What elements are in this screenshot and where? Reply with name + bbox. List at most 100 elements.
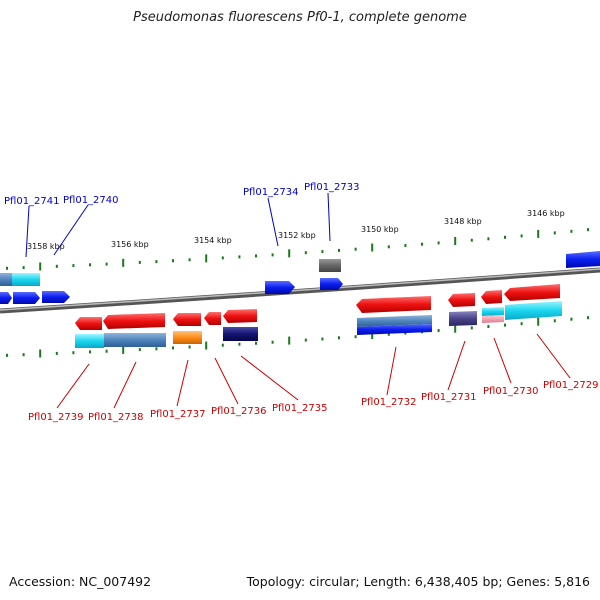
major-tick <box>371 243 374 252</box>
minor-tick <box>221 343 224 347</box>
topology-text: Topology: circular; Length: 6,438,405 bp… <box>246 574 590 589</box>
gene-arrow-reverse[interactable] <box>356 296 431 313</box>
minor-tick <box>172 346 174 350</box>
gene-feature[interactable] <box>449 311 477 326</box>
gene-arrow-forward[interactable] <box>0 292 12 304</box>
minor-tick <box>188 345 191 349</box>
scale-label: 3150 kbp <box>361 225 399 234</box>
minor-tick <box>304 338 307 342</box>
minor-tick <box>504 323 506 327</box>
gene-arrow-forward[interactable] <box>13 292 40 304</box>
minor-tick <box>255 341 257 345</box>
minor-tick <box>570 317 573 321</box>
gene-label-forward[interactable]: Pfl01_2733 <box>304 182 360 193</box>
gene-feature[interactable] <box>505 301 562 320</box>
gene-arrow-reverse[interactable] <box>504 284 560 301</box>
minor-tick <box>321 337 324 341</box>
major-tick <box>39 262 42 271</box>
minor-tick <box>304 251 307 255</box>
minor-tick <box>138 348 141 352</box>
minor-tick <box>387 245 390 249</box>
major-tick <box>205 341 208 350</box>
minor-tick <box>22 353 25 357</box>
gene-feature[interactable] <box>319 259 341 272</box>
reverse-label-leaders <box>56 333 571 409</box>
minor-tick <box>89 350 91 354</box>
gene-arrow-forward[interactable] <box>42 291 70 303</box>
minor-tick <box>238 342 241 346</box>
gene-arrow-reverse[interactable] <box>103 313 165 329</box>
major-tick <box>122 258 125 267</box>
scale-label: 3152 kbp <box>278 231 316 240</box>
minor-tick <box>437 241 440 245</box>
gene-feature[interactable] <box>75 334 104 348</box>
gene-label-reverse[interactable]: Pfl01_2731 <box>421 392 477 403</box>
genome-title: Pseudomonas fluorescens Pf0-1, complete … <box>133 10 467 25</box>
gene-feature[interactable] <box>0 273 12 286</box>
minor-tick <box>155 347 158 351</box>
minor-tick <box>238 255 241 259</box>
gene-feature[interactable] <box>104 333 166 347</box>
minor-tick <box>321 250 324 254</box>
minor-tick <box>570 229 573 233</box>
gene-feature[interactable] <box>357 324 432 335</box>
minor-tick <box>155 260 158 264</box>
gene-feature[interactable] <box>173 331 202 344</box>
gene-label-reverse[interactable]: Pfl01_2729 <box>543 380 599 391</box>
gene-feature[interactable] <box>12 273 40 286</box>
minor-tick <box>553 231 556 235</box>
gene-label-reverse[interactable]: Pfl01_2737 <box>150 409 206 420</box>
scale-label: 3158 kbp <box>27 242 65 251</box>
gene-feature[interactable] <box>482 315 504 323</box>
gene-label-reverse[interactable]: Pfl01_2735 <box>272 403 328 414</box>
minor-tick <box>520 234 523 238</box>
major-tick <box>454 324 457 333</box>
minor-tick <box>437 329 440 332</box>
gene-label-forward[interactable]: Pfl01_2734 <box>243 187 299 198</box>
gene-label-reverse[interactable]: Pfl01_2736 <box>211 406 267 417</box>
accession-text: Accession: NC_007492 <box>9 574 152 589</box>
minor-tick <box>470 238 473 242</box>
minor-tick <box>421 242 423 246</box>
scale-label: 3146 kbp <box>527 209 565 218</box>
gene-arrow-reverse[interactable] <box>481 290 502 304</box>
genome-backbone-highlight <box>0 268 600 311</box>
gene-label-reverse[interactable]: Pfl01_2732 <box>361 397 417 408</box>
major-tick <box>537 317 540 326</box>
major-tick <box>371 331 374 339</box>
gene-arrow-reverse[interactable] <box>223 309 257 323</box>
minor-tick <box>587 316 589 320</box>
gene-label-reverse[interactable]: Pfl01_2738 <box>88 412 144 423</box>
major-tick <box>537 229 540 238</box>
gene-label-forward[interactable]: Pfl01_2741 <box>4 196 60 207</box>
gene-label-forward[interactable]: Pfl01_2740 <box>63 195 119 206</box>
minor-tick <box>271 253 274 257</box>
minor-tick <box>553 319 556 323</box>
minor-tick <box>587 228 589 232</box>
minor-tick <box>255 254 257 258</box>
gene-arrow-reverse[interactable] <box>75 317 102 330</box>
minor-tick <box>221 256 224 260</box>
gene-feature[interactable] <box>357 315 432 327</box>
scale-label: 3148 kbp <box>444 217 482 226</box>
gene-feature[interactable] <box>482 307 504 316</box>
gene-arrow-reverse[interactable] <box>173 313 201 326</box>
gene-arrow-reverse[interactable] <box>204 312 221 325</box>
minor-tick <box>22 266 25 270</box>
minor-tick <box>354 335 357 339</box>
gene-arrow-forward[interactable] <box>320 278 343 290</box>
gene-label-reverse[interactable]: Pfl01_2739 <box>28 412 84 423</box>
minor-tick <box>520 322 523 326</box>
gene-label-reverse[interactable]: Pfl01_2730 <box>483 386 539 397</box>
minor-tick <box>172 259 174 263</box>
gene-arrow-reverse[interactable] <box>448 293 475 307</box>
gene-feature[interactable] <box>223 327 258 341</box>
gene-arrow-forward[interactable] <box>265 281 295 294</box>
gene-arrow-forward[interactable] <box>566 251 600 268</box>
minor-tick <box>72 264 75 268</box>
minor-tick <box>487 325 490 328</box>
major-tick <box>39 349 42 358</box>
minor-tick <box>55 351 58 355</box>
minor-tick <box>404 331 407 335</box>
minor-tick <box>105 349 108 353</box>
